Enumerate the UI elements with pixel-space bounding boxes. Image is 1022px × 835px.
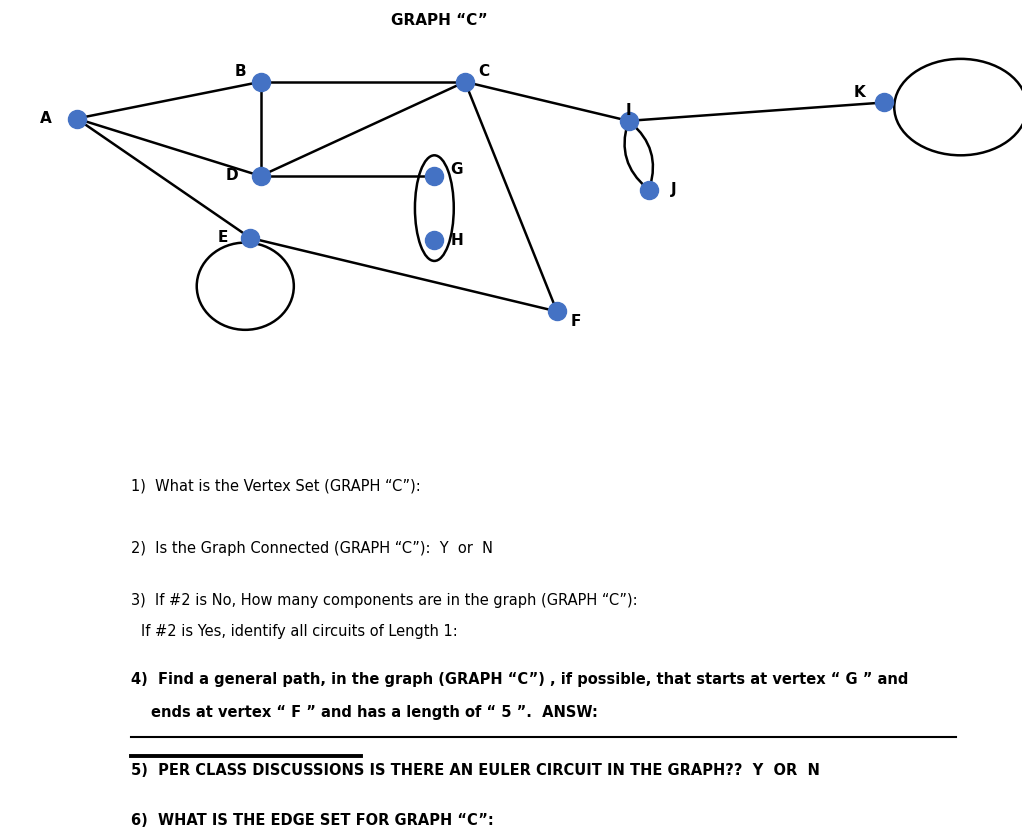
Text: D: D [226, 169, 238, 184]
Text: ends at vertex “ F ” and has a length of “ 5 ”.  ANSW:: ends at vertex “ F ” and has a length of… [151, 705, 598, 720]
Text: I: I [625, 104, 632, 119]
Text: F: F [570, 314, 580, 329]
Text: If #2 is Yes, identify all circuits of Length 1:: If #2 is Yes, identify all circuits of L… [141, 624, 458, 639]
Text: GRAPH “C”: GRAPH “C” [391, 13, 487, 28]
FancyArrowPatch shape [624, 124, 647, 188]
Text: G: G [451, 162, 463, 176]
Text: E: E [218, 230, 228, 245]
Text: 2)  Is the Graph Connected (GRAPH “C”):  Y  or  N: 2) Is the Graph Connected (GRAPH “C”): Y… [131, 541, 493, 556]
Text: 4)  Find a general path, in the graph (GRAPH “C”) , if possible, that starts at : 4) Find a general path, in the graph (GR… [131, 671, 909, 686]
Text: B: B [234, 64, 246, 79]
Text: 1)  What is the Vertex Set (GRAPH “C”):: 1) What is the Vertex Set (GRAPH “C”): [131, 478, 421, 493]
Text: C: C [478, 64, 489, 79]
Text: 5)  PER CLASS DISCUSSIONS IS THERE AN EULER CIRCUIT IN THE GRAPH??  Y  OR  N: 5) PER CLASS DISCUSSIONS IS THERE AN EUL… [131, 763, 820, 778]
Text: J: J [670, 182, 677, 197]
FancyArrowPatch shape [631, 123, 653, 187]
Text: 3)  If #2 is No, How many components are in the graph (GRAPH “C”):: 3) If #2 is No, How many components are … [131, 593, 638, 608]
Text: K: K [853, 85, 866, 100]
Text: H: H [451, 233, 463, 248]
Text: 6)  WHAT IS THE EDGE SET FOR GRAPH “C”:: 6) WHAT IS THE EDGE SET FOR GRAPH “C”: [131, 813, 494, 828]
Text: A: A [40, 111, 52, 126]
